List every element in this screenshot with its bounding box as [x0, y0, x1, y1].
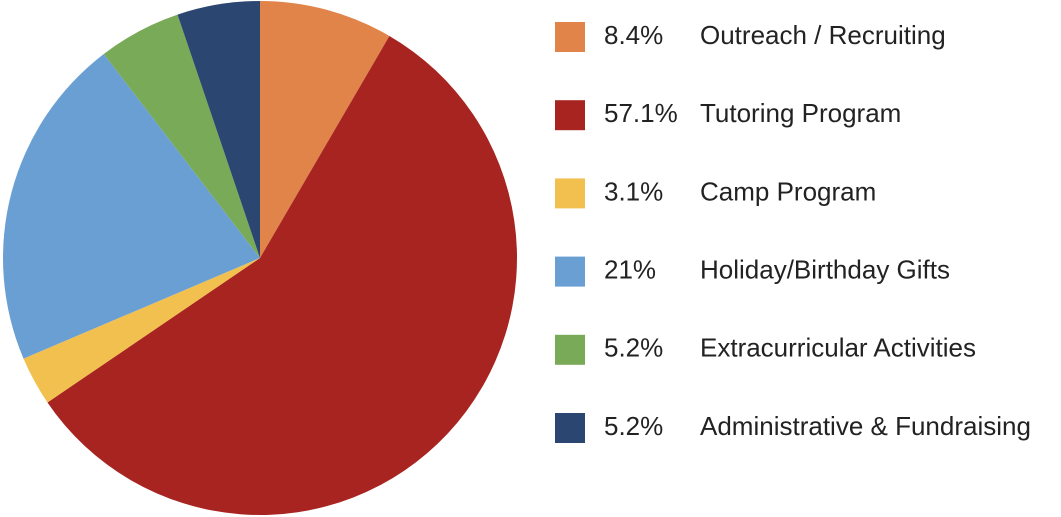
legend-value: 5.2% — [604, 411, 663, 441]
legend-label: Holiday/Birthday Gifts — [700, 254, 950, 284]
legend-value: 21% — [604, 254, 656, 284]
legend-label: Extracurricular Activities — [700, 333, 976, 363]
legend-swatch — [555, 100, 585, 131]
legend-swatch — [555, 22, 585, 52]
legend-value: 3.1% — [604, 176, 663, 206]
pie-slice — [103, 14, 260, 259]
legend-value: 57.1% — [604, 98, 678, 128]
legend-value: 5.2% — [604, 333, 663, 363]
legend-swatch — [555, 413, 585, 443]
pie-slice — [177, 1, 260, 258]
pie-slice — [260, 1, 390, 258]
legend-label: Outreach / Recruiting — [700, 20, 946, 50]
legend-label: Camp Program — [700, 176, 876, 206]
pie-slice — [47, 35, 518, 516]
legend-value: 8.4% — [604, 20, 663, 50]
pie-slice — [23, 258, 261, 403]
legend-swatch — [555, 178, 585, 209]
legend-label: Administrative & Fundraising — [700, 411, 1031, 441]
legend-label: Tutoring Program — [700, 98, 901, 128]
legend-swatch — [555, 256, 585, 287]
legend-swatch — [555, 334, 585, 365]
pie-slice — [3, 53, 261, 359]
